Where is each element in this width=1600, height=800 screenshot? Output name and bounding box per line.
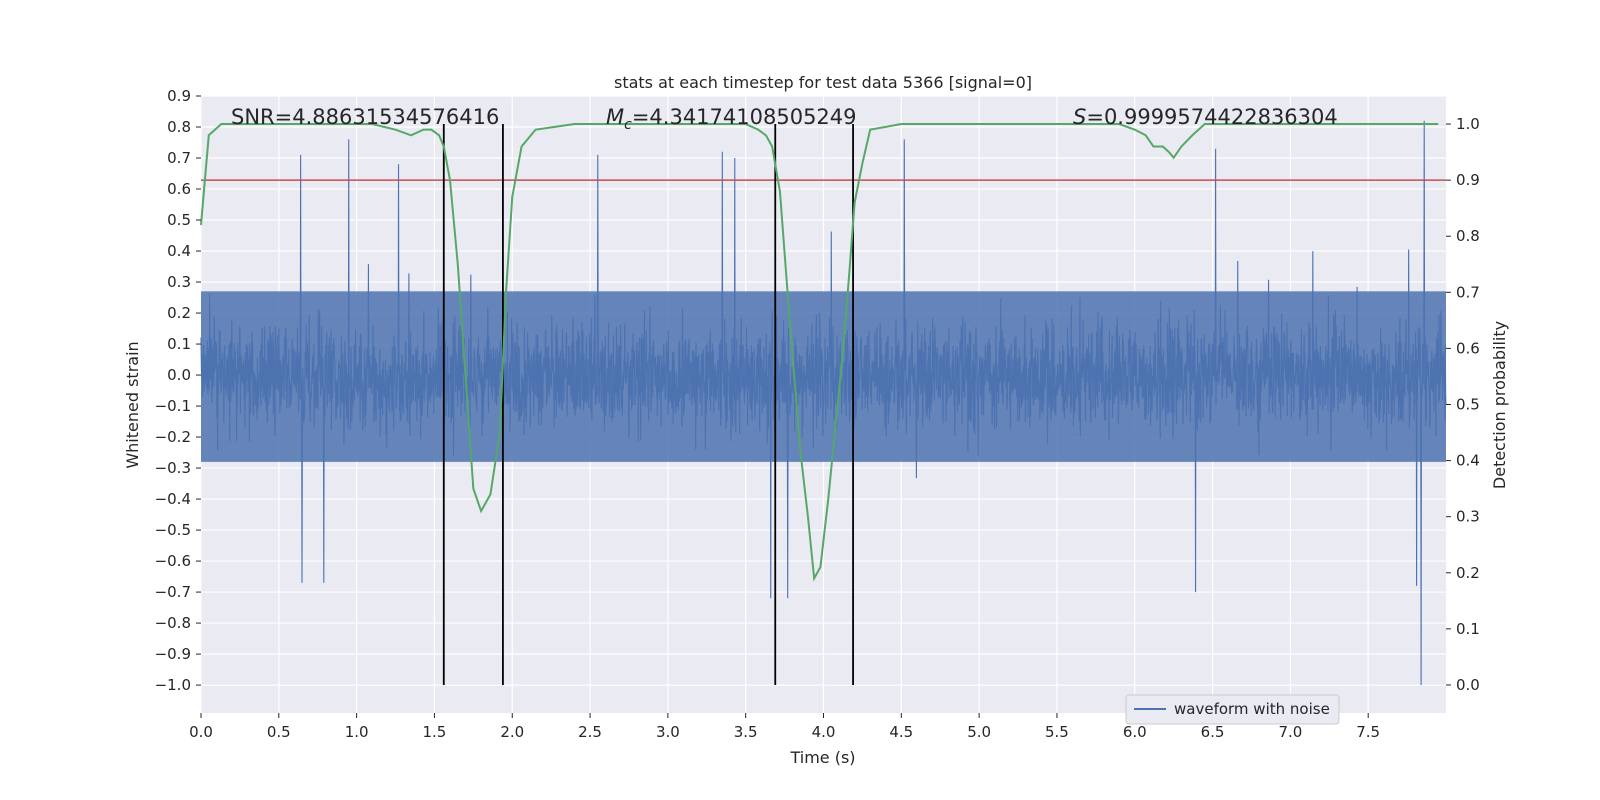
probability-series: [200, 123, 1439, 582]
right-y-tick-label: 0.5: [1456, 396, 1480, 414]
x-tick-label: 5.5: [1045, 723, 1069, 741]
left-y-tick-label: 0.8: [167, 118, 191, 136]
x-tick-label: 6.5: [1201, 723, 1225, 741]
x-tick-label: 3.0: [656, 723, 680, 741]
chirp-mass-symbol: M: [606, 105, 624, 129]
detection-stat-symbol: S: [1073, 105, 1086, 129]
left-y-tick-label: −0.8: [155, 614, 191, 632]
right-y-tick-label: 0.0: [1456, 676, 1480, 694]
x-tick-label: 4.5: [889, 723, 913, 741]
detection-stat-value: =0.9999574422836304: [1086, 105, 1337, 129]
right-y-tick-label: 0.4: [1456, 452, 1480, 470]
left-y-tick-label: 0.4: [167, 242, 191, 260]
x-axis-label: Time (s): [789, 748, 855, 767]
left-y-tick-label: −0.2: [155, 428, 191, 446]
left-y-tick-label: 0.9: [167, 87, 191, 105]
x-tick-label: 5.0: [967, 723, 991, 741]
left-y-tick-label: 0.1: [167, 335, 191, 353]
right-y-tick-label: 0.3: [1456, 508, 1480, 526]
right-y-tick-label: 0.7: [1456, 283, 1480, 301]
left-y-tick-label: 0.7: [167, 149, 191, 167]
waveform-series: [200, 120, 1447, 686]
right-y-tick-label: 0.2: [1456, 564, 1480, 582]
waveform-core-band: [201, 291, 1446, 462]
x-tick-label: 2.5: [578, 723, 602, 741]
left-y-tick-label: −0.6: [155, 552, 191, 570]
x-tick-label: 3.5: [734, 723, 758, 741]
x-tick-label: 7.5: [1356, 723, 1380, 741]
left-y-tick-label: 0.6: [167, 180, 191, 198]
left-y-tick-label: −0.3: [155, 459, 191, 477]
left-y-tick-label: 0.2: [167, 304, 191, 322]
left-y-tick-label: −0.9: [155, 645, 191, 663]
legend-label: waveform with noise: [1174, 700, 1330, 718]
x-tick-label: 1.5: [423, 723, 447, 741]
x-axis-ticks: 0.0 0.5 1.0 1.5 2.0 2.5 3.0 3.5 4.0 4.5 5.0 5.5 6.0 6…: [189, 713, 1380, 741]
right-y-tick-label: 1.0: [1456, 115, 1480, 133]
probability-line: [200, 123, 1439, 582]
left-y-tick-label: 0.0: [167, 366, 191, 384]
chirp-mass-annotation: Mc=4.34174108505249: [606, 105, 857, 133]
chart-title: stats at each timestep for test data 536…: [614, 73, 1032, 92]
x-tick-label: 2.0: [500, 723, 524, 741]
chirp-mass-subscript: c: [624, 117, 632, 133]
left-y-tick-label: −0.7: [155, 583, 191, 601]
right-y-tick-label: 0.9: [1456, 171, 1480, 189]
left-y-axis-label: Whitened strain: [123, 341, 142, 468]
chirp-mass-value: =4.34174108505249: [632, 105, 857, 129]
right-y-axis-label: Detection probability: [1490, 321, 1509, 489]
left-y-tick-label: 0.3: [167, 273, 191, 291]
x-tick-label: 0.0: [189, 723, 213, 741]
right-y-tick-label: 0.6: [1456, 339, 1480, 357]
left-y-tick-label: −0.1: [155, 397, 191, 415]
x-tick-label: 1.0: [345, 723, 369, 741]
marker-lines: [442, 124, 854, 685]
left-y-tick-label: −0.5: [155, 521, 191, 539]
left-y-axis-ticks: 0.9 0.8 0.7 0.6 0.5 0.4 0.3 0.2 0.1 0.0 −0.1 −0.2 −0…: [155, 87, 201, 694]
legend: waveform with noise: [1125, 694, 1340, 725]
detection-stat-annotation: S=0.9999574422836304: [1073, 105, 1338, 129]
right-y-tick-label: 0.1: [1456, 620, 1480, 638]
legend-box: [1125, 694, 1340, 725]
snr-annotation: SNR=4.88631534576416: [231, 105, 499, 129]
left-y-tick-label: 0.5: [167, 211, 191, 229]
x-tick-label: 0.5: [267, 723, 291, 741]
x-tick-label: 7.0: [1278, 723, 1302, 741]
x-tick-label: 6.0: [1123, 723, 1147, 741]
left-y-tick-label: −1.0: [155, 676, 191, 694]
left-y-tick-label: −0.4: [155, 490, 191, 508]
x-tick-label: 4.0: [812, 723, 836, 741]
right-y-tick-label: 0.8: [1456, 227, 1480, 245]
right-y-axis-ticks: 1.0 0.9 0.8 0.7 0.6 0.5 0.4 0.3 0.2 0.1 0.0: [1446, 115, 1480, 694]
